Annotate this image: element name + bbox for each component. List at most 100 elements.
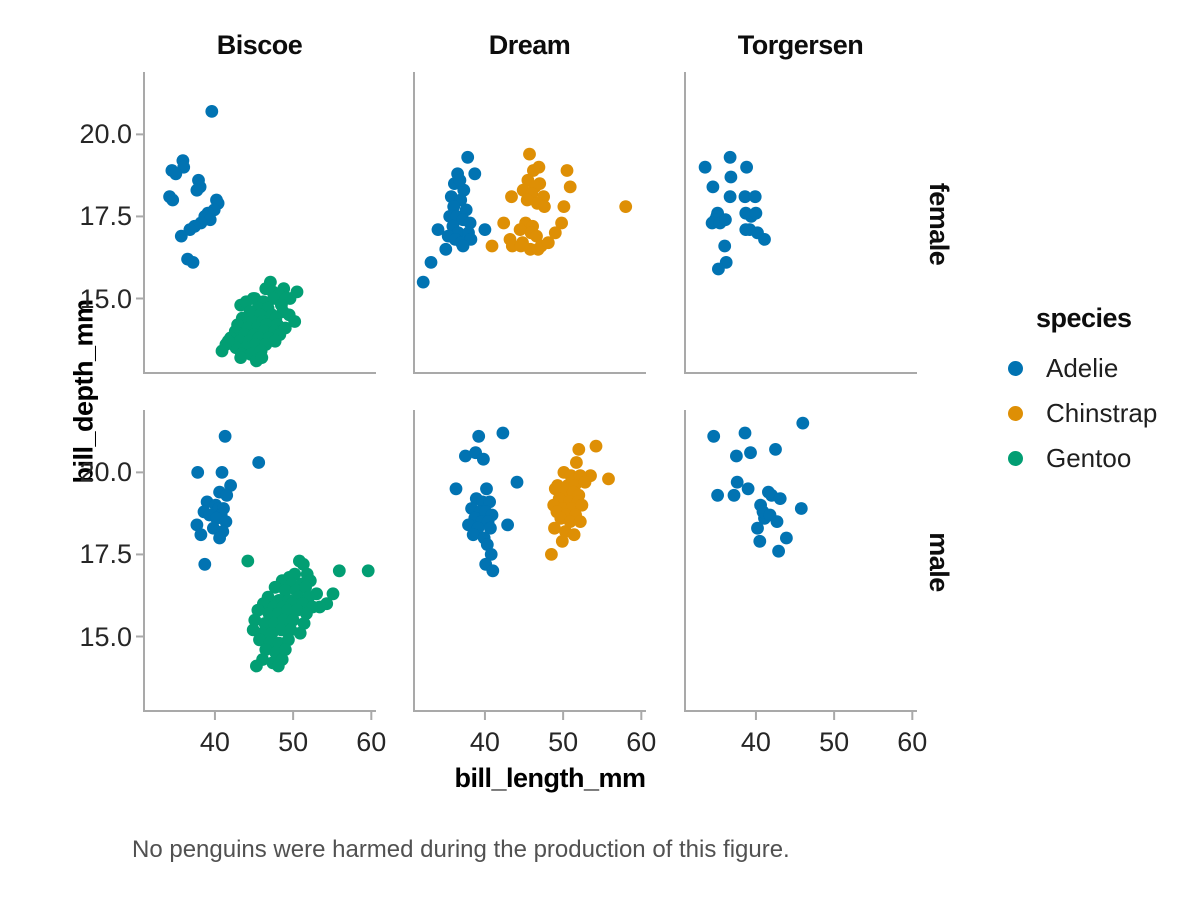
data-point: [190, 183, 204, 197]
data-point: [555, 216, 568, 230]
data-point: [191, 466, 205, 479]
data-point: [278, 643, 292, 656]
data-point: [483, 495, 496, 509]
data-point: [457, 183, 471, 197]
data-point: [555, 534, 569, 548]
data-point: [220, 488, 234, 502]
data-point: [730, 449, 743, 463]
data-point: [463, 216, 477, 230]
data-point: [723, 190, 737, 204]
data-point: [332, 564, 346, 578]
data-point: [748, 190, 762, 204]
data-point: [262, 607, 276, 620]
data-point: [293, 626, 307, 640]
data-point: [741, 482, 755, 496]
data-point: [271, 659, 285, 673]
panel-biscoe-male: [136, 410, 376, 720]
data-point: [719, 213, 732, 227]
data-point: [205, 105, 219, 118]
data-point: [234, 351, 248, 364]
data-point: [297, 617, 311, 630]
data-point: [707, 429, 721, 443]
data-point: [472, 429, 486, 443]
data-point: [447, 200, 461, 214]
legend-entry-gentoo: Gentoo: [1000, 436, 1200, 481]
data-point: [578, 475, 592, 489]
y-tick-label: 20.0: [79, 457, 132, 488]
data-point: [166, 193, 180, 207]
data-point: [424, 256, 438, 269]
data-point: [505, 190, 518, 204]
data-point: [513, 223, 527, 237]
data-point: [174, 229, 188, 243]
data-point: [219, 515, 233, 528]
data-point: [510, 475, 524, 489]
x-tick-label: 50: [548, 727, 579, 757]
data-point: [190, 518, 204, 532]
data-point: [213, 531, 226, 545]
data-point: [523, 147, 536, 161]
data-point: [727, 488, 741, 502]
legend-entry-adelie: Adelie: [1000, 346, 1200, 391]
data-point: [224, 479, 237, 492]
data-point: [570, 456, 583, 469]
data-point: [780, 531, 793, 545]
data-point: [744, 446, 757, 460]
data-point: [563, 180, 577, 194]
data-point: [439, 242, 453, 256]
y-tick-label: 17.5: [79, 201, 132, 232]
chinstrap-dot-icon: [1008, 406, 1023, 421]
x-tick-label: 50: [278, 727, 309, 757]
y-tick-label: 15.0: [79, 283, 132, 314]
data-point: [221, 334, 235, 348]
data-point: [560, 164, 574, 177]
facet-row-strip-female: female: [924, 182, 954, 266]
data-point: [772, 544, 785, 558]
data-point: [431, 223, 445, 237]
data-point: [794, 502, 808, 515]
data-point: [796, 416, 810, 430]
data-point: [711, 488, 724, 502]
data-point: [278, 584, 292, 597]
data-point: [541, 236, 555, 250]
y-tick-label: 15.0: [79, 621, 132, 652]
data-point: [268, 334, 282, 348]
y-tick-label: 20.0: [79, 119, 132, 150]
data-point: [252, 456, 266, 469]
data-point: [456, 239, 470, 253]
data-point: [602, 472, 615, 486]
data-point: [313, 600, 327, 614]
legend-label-adelie: Adelie: [1046, 353, 1119, 383]
data-point: [478, 223, 492, 237]
data-point: [769, 443, 782, 456]
data-point: [718, 239, 732, 253]
data-point: [241, 554, 255, 568]
legend-entries: Adelie Chinstrap Gentoo: [1000, 346, 1200, 481]
data-point: [497, 216, 511, 230]
data-point: [255, 351, 269, 364]
data-point: [459, 449, 472, 463]
data-point: [557, 200, 571, 214]
data-point: [575, 498, 589, 512]
data-point: [751, 521, 764, 535]
data-point: [572, 443, 586, 456]
facet-col-title-biscoe: Biscoe: [216, 30, 303, 60]
gentoo-dot-icon: [1008, 451, 1023, 466]
data-point: [758, 233, 771, 246]
data-point: [300, 607, 313, 620]
panel-dream-male: [413, 410, 646, 720]
data-point: [698, 160, 712, 174]
data-point: [215, 466, 229, 479]
data-point: [545, 548, 558, 561]
data-point: [619, 200, 633, 214]
adelie-dot-icon: [1008, 361, 1023, 376]
data-point: [361, 564, 375, 578]
data-point: [286, 613, 300, 627]
panel-biscoe-female: [136, 72, 376, 374]
figure-caption: No penguins were harmed during the produ…: [132, 836, 790, 863]
data-point: [484, 521, 497, 535]
data-point: [449, 482, 463, 496]
data-point: [250, 659, 263, 673]
x-tick-label: 60: [626, 727, 657, 757]
data-point: [706, 180, 720, 194]
